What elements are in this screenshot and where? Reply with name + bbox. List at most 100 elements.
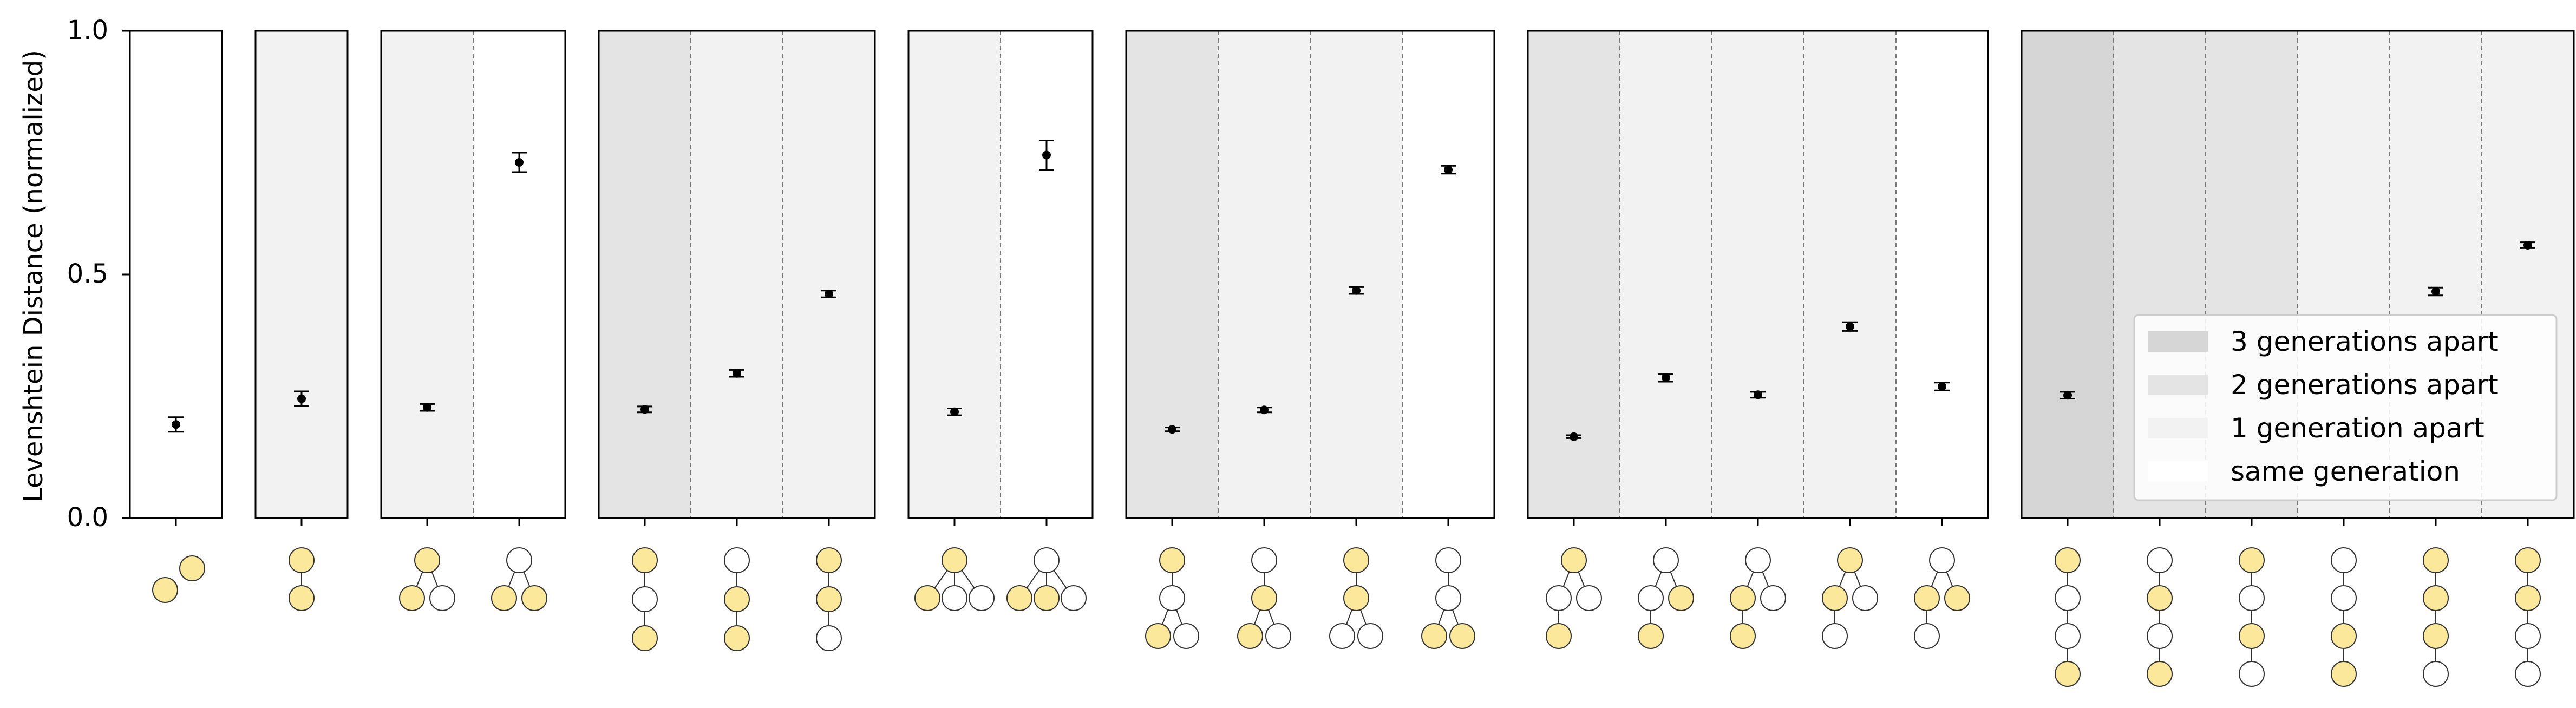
panel-5 bbox=[907, 30, 1094, 611]
tree-node bbox=[1265, 623, 1291, 649]
tree-node-highlighted bbox=[289, 547, 315, 573]
column-shade bbox=[381, 31, 473, 518]
tree-node bbox=[1852, 585, 1878, 611]
tree-node bbox=[942, 585, 967, 611]
tree-node-highlighted bbox=[816, 586, 842, 612]
tree-node-highlighted bbox=[1006, 585, 1032, 611]
panel-3 bbox=[380, 30, 566, 611]
tree-node-highlighted bbox=[2055, 547, 2081, 573]
data-point bbox=[1168, 425, 1176, 434]
tree-glyph-chain4-e bbox=[2423, 547, 2449, 687]
column-shade bbox=[1218, 31, 1310, 518]
tree-node bbox=[2515, 661, 2541, 687]
tree-glyph-fork3-parent-left bbox=[914, 547, 995, 611]
tree-node-highlighted bbox=[1730, 623, 1756, 649]
tree-node-highlighted bbox=[1343, 547, 1369, 573]
tree-node-highlighted bbox=[399, 585, 425, 611]
tree-glyph-chain4-f bbox=[2515, 547, 2541, 687]
column-shade bbox=[1310, 31, 1402, 518]
tree-glyph-chain3-ends bbox=[632, 547, 658, 651]
tree-node-highlighted bbox=[2331, 661, 2357, 687]
panel-7 bbox=[1527, 30, 1989, 649]
tree-node-highlighted bbox=[2055, 661, 2081, 687]
tree-node-highlighted bbox=[491, 585, 517, 611]
data-point bbox=[1260, 405, 1269, 415]
legend-swatch-3-generations bbox=[2148, 331, 2208, 352]
tree-node bbox=[1745, 547, 1771, 573]
tree-node bbox=[2147, 623, 2173, 649]
column-shade bbox=[1712, 31, 1804, 518]
tree-node bbox=[1822, 623, 1848, 649]
tree-node-highlighted bbox=[1237, 623, 1263, 649]
tree-node bbox=[2147, 547, 2173, 573]
legend: 3 generations apart 2 generations apart … bbox=[2133, 314, 2558, 501]
tree-node-highlighted bbox=[1449, 623, 1475, 649]
data-point bbox=[1754, 390, 1762, 399]
tree-node-highlighted bbox=[1837, 547, 1863, 573]
data-point bbox=[1662, 373, 1670, 382]
tree-node-highlighted bbox=[1034, 585, 1060, 611]
tree-glyph-fork-children bbox=[491, 547, 547, 611]
column-shade bbox=[2022, 31, 2114, 518]
tree-node-highlighted bbox=[2147, 585, 2173, 611]
data-point bbox=[2523, 241, 2532, 250]
tree-node-highlighted bbox=[632, 547, 658, 573]
tree-node-highlighted bbox=[816, 547, 842, 573]
tree-glyph-t4-bottom-pair bbox=[1421, 547, 1475, 649]
tree-glyph-fork-parent-left bbox=[399, 547, 455, 611]
tree-glyph-t5-d bbox=[1822, 547, 1878, 649]
tree-node-highlighted bbox=[414, 547, 440, 573]
tree-node bbox=[1435, 585, 1461, 611]
data-point bbox=[515, 158, 524, 167]
tree-node-highlighted bbox=[2423, 585, 2449, 611]
panel-4 bbox=[598, 30, 876, 651]
tree-glyph-t5-e bbox=[1914, 547, 1970, 649]
tree-node-highlighted bbox=[1343, 585, 1369, 611]
tree-node-highlighted bbox=[1159, 547, 1185, 573]
tree-node bbox=[2515, 623, 2541, 649]
tree-node-highlighted bbox=[1638, 623, 1664, 649]
tree-node-highlighted bbox=[179, 555, 205, 581]
y-axis-title: Levenshtein Distance (normalized) bbox=[18, 50, 49, 502]
tree-node bbox=[1034, 547, 1060, 573]
legend-swatch-2-generations bbox=[2148, 375, 2208, 395]
tree-node bbox=[1653, 547, 1679, 573]
tree-node bbox=[1435, 547, 1461, 573]
tree-node bbox=[1159, 585, 1185, 611]
panel-frame bbox=[907, 30, 1094, 519]
tree-node bbox=[1357, 623, 1383, 649]
legend-swatch-1-generation bbox=[2148, 418, 2208, 438]
tree-node bbox=[2239, 585, 2265, 611]
tree-node-highlighted bbox=[1421, 623, 1447, 649]
tree-node bbox=[1760, 585, 1786, 611]
column-shade bbox=[1001, 31, 1093, 518]
data-point bbox=[1444, 165, 1453, 174]
data-point bbox=[640, 405, 649, 414]
tree-glyph-t4-top-left bbox=[1145, 547, 1199, 649]
tree-node bbox=[429, 585, 455, 611]
tree-node-highlighted bbox=[2515, 585, 2541, 611]
data-point bbox=[2063, 391, 2072, 400]
panel-6 bbox=[1125, 30, 1495, 649]
tree-node bbox=[1576, 585, 1602, 611]
tree-node-highlighted bbox=[942, 547, 967, 573]
data-point bbox=[1352, 286, 1361, 295]
data-point bbox=[1570, 432, 1578, 441]
tree-glyph-t5-c bbox=[1730, 547, 1786, 649]
tree-node bbox=[816, 625, 842, 651]
tree-node bbox=[506, 547, 532, 573]
tree-node bbox=[2055, 623, 2081, 649]
panel-frame bbox=[1125, 30, 1495, 519]
legend-frame bbox=[2133, 314, 2558, 501]
tree-node-highlighted bbox=[1944, 585, 1970, 611]
tree-node bbox=[1638, 585, 1664, 611]
tree-node-highlighted bbox=[152, 577, 178, 603]
column-shade bbox=[1896, 31, 1988, 518]
tree-node-highlighted bbox=[2239, 623, 2265, 649]
tree-node-highlighted bbox=[914, 585, 940, 611]
tree-node bbox=[1173, 623, 1199, 649]
data-point bbox=[172, 420, 180, 429]
tree-node-highlighted bbox=[724, 586, 750, 612]
tree-node bbox=[632, 586, 658, 612]
